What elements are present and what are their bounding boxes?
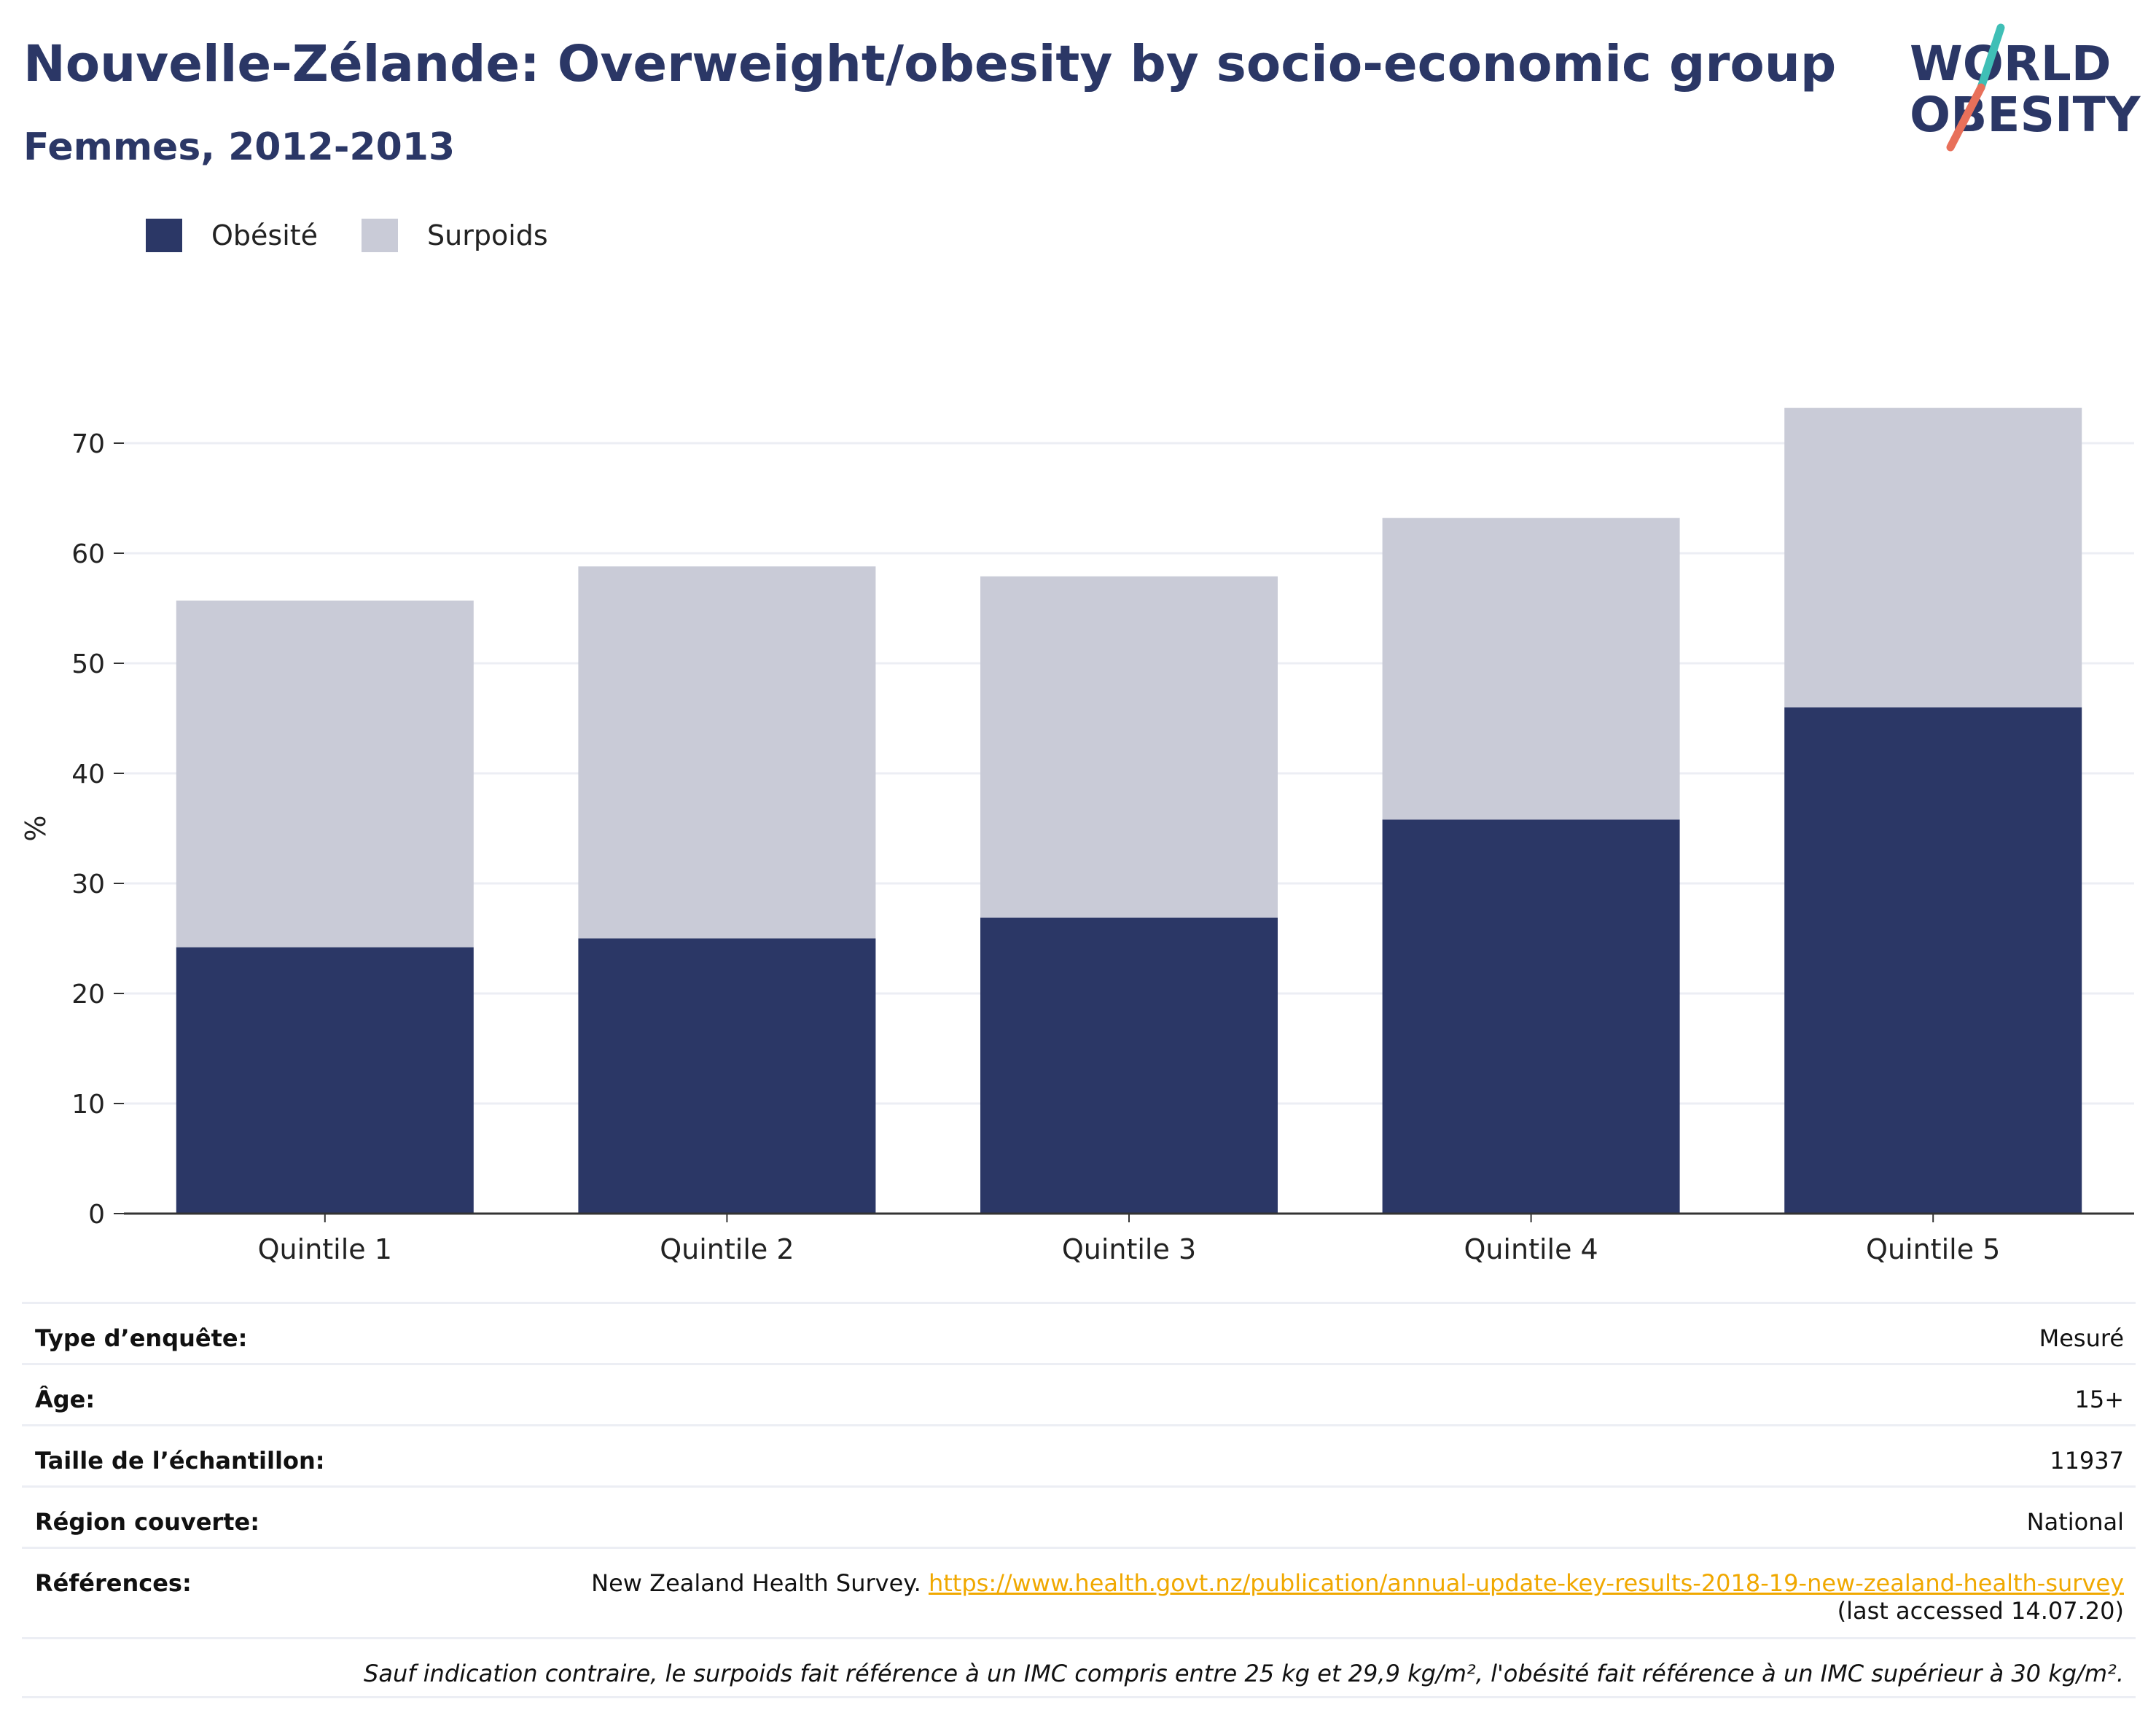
bar-chart: 0 10 20 30 40 50 60 70% Quintile 1 Quintile 2 Quin… [20,407,2134,1265]
legend-swatch-surpoids [362,219,399,252]
age-value: 15+ [2074,1386,2124,1413]
bar-surpoids-q3 [980,576,1278,918]
survey-type-label: Type d’enquête: [35,1324,248,1352]
y-tick-label-10: 10 [71,1090,105,1120]
legend-label-surpoids: Surpoids [427,219,548,251]
references-value: New Zealand Health Survey. https://www.h… [591,1569,2124,1625]
logo-slash-teal [1977,23,2005,92]
x-tick-label-q2: Quintile 2 [660,1233,794,1265]
bar-obesite-q1 [176,947,474,1214]
bar-obesite-q3 [980,917,1278,1214]
legend-swatch-obesite [146,219,182,252]
bar-surpoids-q1 [176,600,474,948]
bar-surpoids-q5 [1784,407,2082,708]
logo-slash-coral [1946,83,1985,152]
y-axis-label: % [20,815,52,841]
survey-info-table: Type d’enquête: Mesuré Âge: 15+ Taille d… [22,1302,2136,1698]
age-label: Âge: [35,1386,95,1413]
y-tick-label-50: 50 [71,649,105,679]
y-tick-label-0: 0 [88,1200,105,1230]
references-link[interactable]: https://www.health.govt.nz/publication/a… [928,1569,2124,1597]
references-accessed: (last accessed 14.07.20) [1837,1597,2124,1625]
info-row-survey-type: Type d’enquête: Mesuré [22,1302,2136,1363]
sample-size-label: Taille de l’échantillon: [35,1447,325,1475]
y-tick-label-30: 30 [71,870,105,899]
y-tick-label-40: 40 [71,759,105,789]
legend-item-surpoids[interactable]: Surpoids [362,219,548,252]
region-value: National [2026,1508,2124,1536]
y-tick-label-70: 70 [71,429,105,459]
logo-text-obesity: OBESITY [1910,87,2141,143]
x-tick-label-q3: Quintile 3 [1062,1233,1196,1265]
info-row-region: Région couverte: National [22,1485,2136,1547]
definition-note: Sauf indication contraire, le surpoids f… [364,1660,2124,1687]
sample-size-value: 11937 [2050,1447,2124,1475]
x-tick-label-q4: Quintile 4 [1464,1233,1598,1265]
x-tick-label-q1: Quintile 1 [258,1233,392,1265]
bar-obesite-q4 [1382,819,1680,1214]
references-text: New Zealand Health Survey. [591,1569,921,1597]
info-row-note: Sauf indication contraire, le surpoids f… [22,1637,2136,1698]
y-tick-label-60: 60 [71,539,105,569]
info-row-sample: Taille de l’échantillon: 11937 [22,1424,2136,1485]
chart-title: Nouvelle-Zélande: Overweight/obesity by … [23,35,1837,93]
bar-obesite-q5 [1784,707,2082,1214]
chart-subtitle: Femmes, 2012-2013 [23,125,456,169]
legend-item-obesite[interactable]: Obésité [146,219,318,252]
bar-surpoids-q2 [578,566,876,939]
legend: Obésité Surpoids [146,216,592,255]
references-label: Références: [35,1569,192,1597]
info-row-age: Âge: 15+ [22,1363,2136,1424]
y-tick-label-20: 20 [71,980,105,1009]
logo-text-world: WORLD [1910,36,2112,92]
world-obesity-logo: WORLD OBESITY [1910,23,2141,152]
legend-label-obesite: Obésité [211,219,319,251]
x-tick-label-q5: Quintile 5 [1866,1233,2000,1265]
info-row-references: Références: New Zealand Health Survey. h… [22,1547,2136,1637]
bar-surpoids-q4 [1382,518,1680,820]
bar-obesite-q2 [578,938,876,1214]
survey-type-value: Mesuré [2039,1324,2124,1352]
region-label: Région couverte: [35,1508,259,1536]
